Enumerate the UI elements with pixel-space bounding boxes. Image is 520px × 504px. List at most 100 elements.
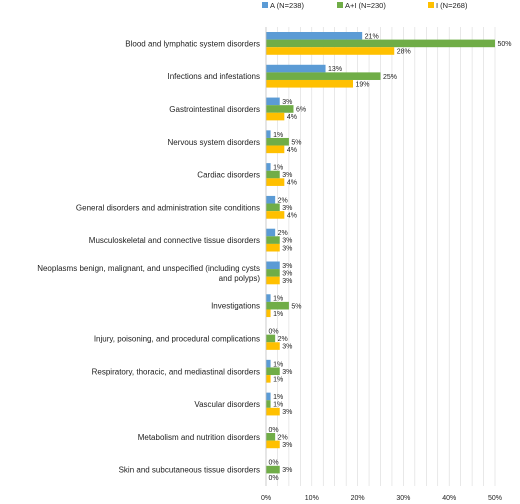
value-label: 0%	[269, 460, 279, 467]
bar	[266, 465, 280, 474]
value-label: 28%	[397, 49, 411, 56]
bar	[266, 228, 276, 237]
value-label: 5%	[291, 139, 301, 146]
value-label: 2%	[278, 197, 288, 204]
bar	[266, 294, 271, 302]
bar	[266, 367, 280, 376]
bar	[266, 79, 354, 88]
bar	[266, 375, 271, 383]
value-label: 4%	[287, 213, 297, 220]
value-label: 0%	[269, 427, 279, 434]
value-label: 1%	[273, 402, 283, 409]
value-label: 2%	[278, 434, 288, 441]
bar	[266, 178, 285, 186]
category-label: and polyps)	[219, 274, 261, 283]
x-tick-label: 50%	[488, 495, 502, 502]
bar	[266, 433, 276, 441]
bar	[266, 137, 289, 146]
value-label: 1%	[273, 394, 283, 401]
value-label: 6%	[296, 107, 306, 114]
grid-lines	[277, 27, 496, 486]
bar	[266, 47, 395, 55]
value-label: 1%	[273, 376, 283, 383]
bar	[266, 440, 280, 449]
value-label: 19%	[356, 81, 370, 88]
legend-swatch	[262, 2, 268, 8]
bar	[266, 112, 285, 121]
bar	[266, 39, 495, 48]
bar	[266, 334, 276, 343]
value-label: 1%	[273, 311, 283, 318]
value-label: 3%	[282, 270, 292, 277]
category-label: Respiratory, thoracic, and mediastinal d…	[92, 367, 260, 376]
x-tick-label: 40%	[442, 495, 456, 502]
bar	[266, 400, 271, 408]
x-tick-label: 10%	[305, 495, 319, 502]
bar	[266, 301, 289, 310]
value-label: 50%	[498, 41, 512, 48]
bar	[266, 407, 280, 416]
bar	[266, 130, 271, 138]
x-tick-label: 0%	[261, 495, 271, 502]
value-label: 2%	[278, 336, 288, 343]
x-axis-ticks: 0% 10% 20% 30% 40% 50%	[261, 495, 502, 502]
category-label: Gastrointestinal disorders	[169, 105, 260, 114]
bar	[266, 236, 280, 244]
bar	[266, 342, 280, 350]
category-labels: Blood and lymphatic system disorders Infe…	[37, 39, 260, 474]
category-label: Vascular disorders	[194, 400, 260, 409]
legend-label: A (N=238)	[270, 1, 304, 10]
category-label: Skin and subcutaneous tissue disorders	[119, 466, 260, 475]
value-label: 4%	[287, 114, 297, 121]
value-label: 3%	[282, 263, 292, 270]
value-label: 3%	[282, 369, 292, 376]
value-label: 3%	[282, 467, 292, 474]
bar	[266, 203, 280, 212]
bar	[266, 97, 280, 106]
value-label: 0%	[269, 328, 279, 335]
value-label: 3%	[282, 442, 292, 449]
value-label: 0%	[269, 475, 279, 482]
x-tick-label: 20%	[351, 495, 365, 502]
bar	[266, 276, 280, 285]
value-label: 2%	[278, 230, 288, 237]
value-label: 4%	[287, 180, 297, 187]
legend-label: I (N=268)	[436, 1, 468, 10]
value-label: 3%	[282, 172, 292, 179]
value-label: 4%	[287, 147, 297, 154]
category-label: Blood and lymphatic system disorders	[125, 39, 260, 48]
legend-swatch	[428, 2, 434, 8]
value-label: 21%	[365, 33, 379, 40]
category-label: General disorders and administration sit…	[76, 203, 260, 212]
bar	[266, 243, 280, 252]
category-label: Musculoskeletal and connective tissue di…	[89, 236, 260, 245]
bar	[266, 211, 285, 219]
value-label: 3%	[282, 409, 292, 416]
bar	[266, 261, 280, 270]
bars	[266, 31, 495, 474]
category-label: Metabolism and nutrition disorders	[138, 433, 260, 442]
category-label: Infections and infestations	[167, 72, 260, 81]
value-label: 1%	[273, 165, 283, 172]
category-label: Injury, poisoning, and procedural compli…	[94, 334, 260, 343]
category-label: Cardiac disorders	[197, 171, 260, 180]
value-label: 1%	[273, 361, 283, 368]
bar	[266, 269, 280, 277]
value-labels: 21%50%28%13%25%19%3%6%4%1%5%4%1%3%4%2%3%…	[269, 33, 512, 481]
bar	[266, 163, 271, 171]
value-label: 3%	[282, 344, 292, 351]
bar	[266, 64, 326, 73]
value-label: 13%	[328, 66, 342, 73]
bar	[266, 195, 276, 204]
bar	[266, 309, 271, 318]
bar	[266, 145, 285, 154]
value-label: 1%	[273, 296, 283, 303]
bar	[266, 72, 381, 80]
legend-label: A+I (N=230)	[345, 1, 386, 10]
value-label: 3%	[282, 99, 292, 106]
value-label: 3%	[282, 205, 292, 212]
value-label: 25%	[383, 74, 397, 81]
value-label: 1%	[273, 132, 283, 139]
bar	[266, 105, 294, 113]
